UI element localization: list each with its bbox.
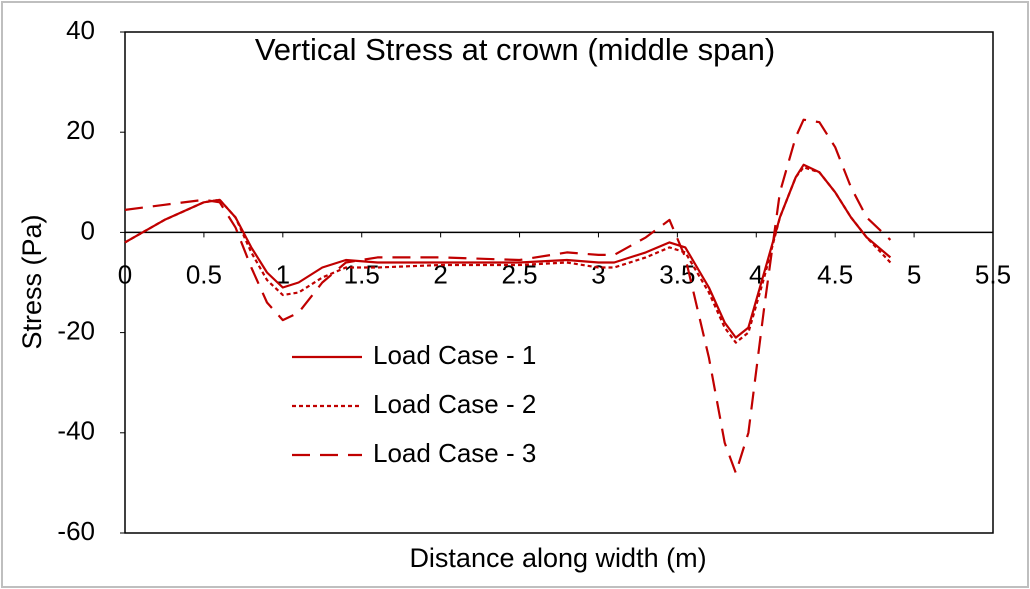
y-axis-label: Stress (Pa) — [17, 214, 47, 349]
series-line — [124, 163, 892, 339]
y-tick-label: 20 — [66, 115, 95, 145]
x-axis-label: Distance along width (m) — [409, 543, 706, 573]
x-tick-label: 5 — [907, 259, 921, 289]
plot-area — [124, 31, 994, 534]
x-tick-label: 3 — [591, 259, 605, 289]
series-line — [124, 166, 892, 344]
x-tick-label: 4 — [749, 259, 763, 289]
chart-title: Vertical Stress at crown (middle span) — [255, 32, 775, 67]
series-line — [124, 118, 892, 474]
x-tick-label: 1.5 — [344, 259, 380, 289]
y-tick-label: 0 — [81, 215, 95, 245]
x-tick-label: 1 — [276, 259, 290, 289]
y-tick-label: -20 — [57, 315, 95, 345]
y-tick-label: -60 — [57, 516, 95, 546]
legend-label: Load Case - 2 — [373, 389, 536, 419]
x-tick-label: 0.5 — [186, 259, 222, 289]
legend-label: Load Case - 1 — [373, 340, 536, 370]
legend-label: Load Case - 3 — [373, 438, 536, 468]
y-tick-label: -40 — [57, 416, 95, 446]
x-tick-label: 5.5 — [975, 259, 1011, 289]
y-tick-label: 40 — [66, 15, 95, 45]
x-tick-label: 2 — [433, 259, 447, 289]
x-tick-label: 4.5 — [817, 259, 853, 289]
x-tick-label: 0 — [118, 259, 132, 289]
